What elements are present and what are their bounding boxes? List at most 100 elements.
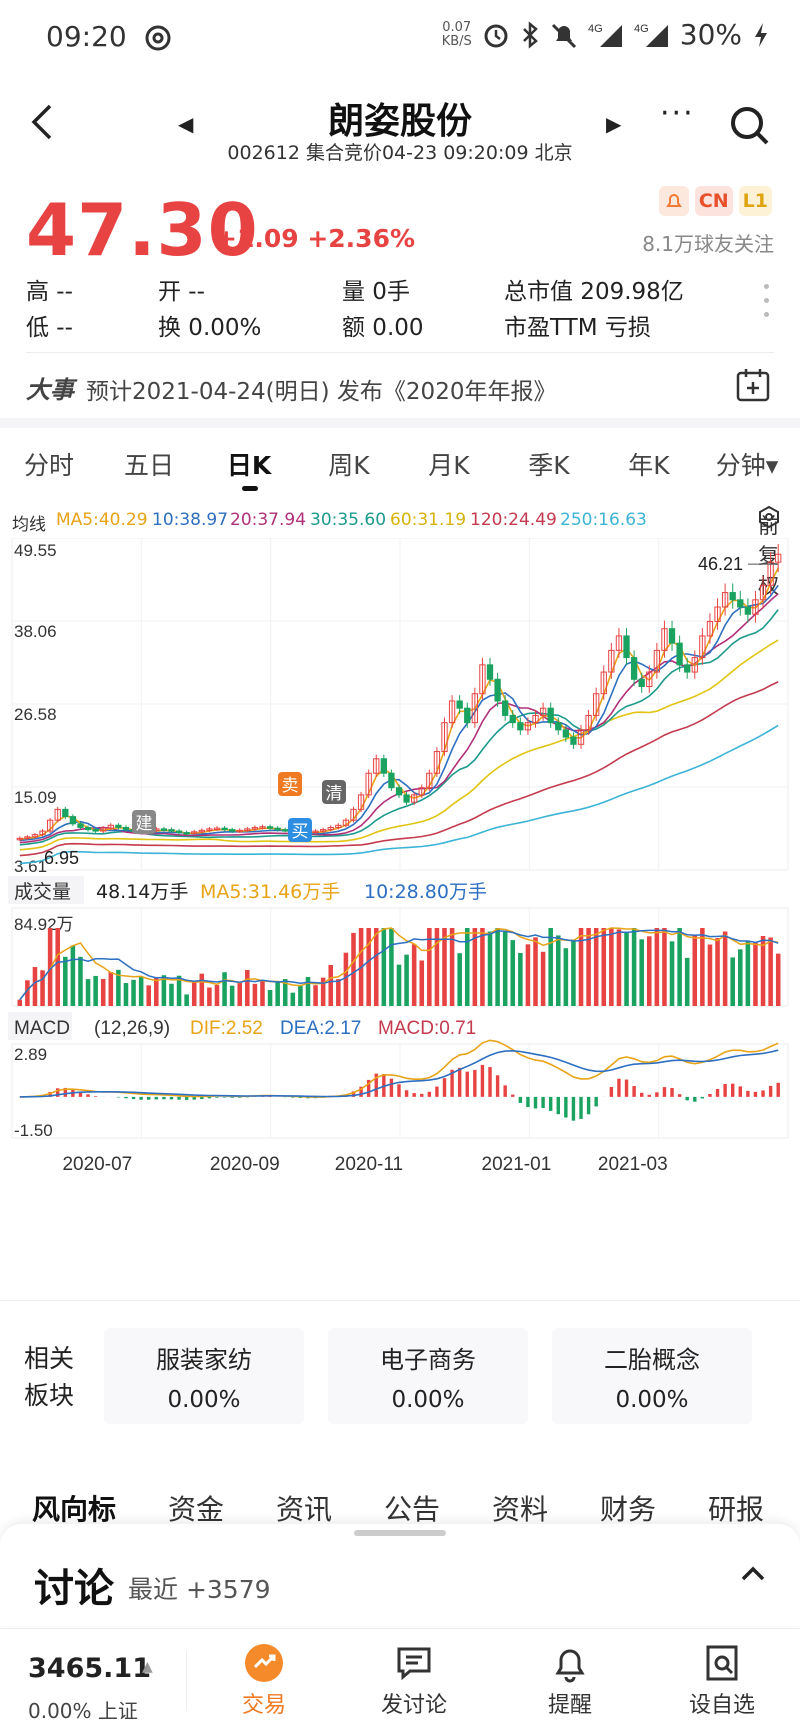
stats-grid: 高 -- 开 -- 量 0手 总市值 209.98亿 低 -- 换 0.00% … xyxy=(0,272,800,342)
volume-bar xyxy=(40,970,45,1006)
sector-card[interactable]: 电子商务 0.00% xyxy=(328,1328,528,1424)
stat-market-cap: 总市值 209.98亿 xyxy=(504,279,684,305)
volume-bar xyxy=(775,953,781,1006)
candle-body xyxy=(486,664,494,680)
candle-body xyxy=(388,772,395,789)
candle-body xyxy=(570,736,577,745)
candle-body xyxy=(623,635,630,659)
candle-body xyxy=(471,693,478,724)
volume-bar xyxy=(161,975,167,1006)
volume-bar xyxy=(199,973,205,1006)
tab-profile[interactable]: 资料 xyxy=(492,1493,549,1526)
candle-body xyxy=(251,826,259,830)
tab-weekly-k[interactable]: 周K xyxy=(328,451,370,480)
event-row[interactable]: 大事 预计2021-04-24(明日) 发布《2020年年报》 xyxy=(0,366,800,416)
search-icon[interactable] xyxy=(728,104,772,148)
sector-card[interactable]: 二胎概念 0.00% xyxy=(552,1328,752,1424)
tab-daily-k[interactable]: 日K xyxy=(204,446,294,491)
tab-news[interactable]: 资讯 xyxy=(276,1493,333,1526)
x-axis-label: 2020-11 xyxy=(335,1154,403,1175)
tab-trend[interactable]: 风向标 xyxy=(32,1493,117,1526)
add-watchlist-button[interactable]: 设自选 xyxy=(672,1643,772,1719)
alert-button[interactable]: 提醒 xyxy=(520,1643,620,1719)
tab-five-day[interactable]: 五日 xyxy=(123,451,174,480)
volume-bar xyxy=(760,935,766,1006)
candle-body xyxy=(191,831,198,834)
tab-funds[interactable]: 资金 xyxy=(168,1493,225,1526)
prev-stock-button[interactable]: ◀ xyxy=(178,112,194,136)
volume-bar xyxy=(540,951,546,1006)
stat-pe: 市盈TTM 亏损 xyxy=(504,315,651,341)
tab-minute[interactable]: 分钟▾ xyxy=(715,451,779,480)
tab-yearly-k[interactable]: 年K xyxy=(628,451,670,480)
volume-bar xyxy=(381,928,387,1006)
next-stock-button[interactable]: ▶ xyxy=(606,112,622,136)
back-icon[interactable] xyxy=(24,102,64,142)
index-value[interactable]: 3465.11 xyxy=(28,1653,151,1684)
volume-bar xyxy=(328,964,334,1006)
candle-body xyxy=(198,829,205,833)
post-button[interactable]: 发讨论 xyxy=(364,1643,464,1719)
candle-body xyxy=(509,714,516,724)
price-area: 47.30 +1.09 +2.36% CN L1 8.1万球友关注 xyxy=(0,180,800,272)
candle-body xyxy=(69,816,77,825)
candle-body xyxy=(539,707,547,716)
candle-body xyxy=(577,729,585,745)
price-alert-bell-icon[interactable] xyxy=(658,186,689,216)
stats-expand-icon[interactable] xyxy=(764,284,770,326)
sector-card[interactable]: 服装家纺 0.00% xyxy=(104,1328,304,1424)
post-label: 发讨论 xyxy=(380,1693,447,1718)
trade-marker xyxy=(322,780,346,804)
volume-bar xyxy=(487,931,493,1006)
volume-bar xyxy=(191,981,197,1006)
trade-button[interactable]: 交易 xyxy=(214,1643,314,1719)
volume-bar xyxy=(768,937,773,1006)
trade-marker-label: 卖 xyxy=(282,776,299,796)
l1-badge[interactable]: L1 xyxy=(738,186,772,216)
discussion-sheet[interactable]: 讨论 最近 +3579 xyxy=(0,1524,800,1626)
candle-body xyxy=(213,827,221,831)
macd-dea: DEA:2.17 xyxy=(280,1018,361,1039)
app-notification-icon xyxy=(145,25,171,51)
candle-body xyxy=(236,829,243,833)
tab-quarterly-k[interactable]: 季K xyxy=(528,451,570,480)
volume-bar xyxy=(449,928,455,1006)
volume-legend-bg xyxy=(8,876,84,904)
tab-intraday[interactable]: 分时 xyxy=(23,451,74,480)
tab-announcements[interactable]: 公告 xyxy=(384,1493,441,1526)
volume-ma5: MA5:31.46万手 xyxy=(200,881,340,903)
info-tabs: 风向标 资金 资讯 公告 资料 财务 研报 xyxy=(0,1484,800,1540)
candle-body xyxy=(380,758,387,774)
sheet-drag-handle[interactable] xyxy=(354,1530,446,1536)
x-axis-label: 2020-09 xyxy=(210,1154,280,1175)
tab-monthly-k[interactable]: 月K xyxy=(428,451,470,480)
volume-bar xyxy=(222,972,227,1006)
candle-body xyxy=(62,808,69,818)
candle-body xyxy=(464,707,471,724)
volume-bar xyxy=(586,928,591,1006)
tab-research[interactable]: 研报 xyxy=(708,1493,765,1526)
add-calendar-icon[interactable] xyxy=(734,366,772,404)
stat-volume: 量 0手 xyxy=(342,279,410,305)
candle-body xyxy=(183,831,190,835)
chevron-up-icon[interactable] xyxy=(740,1564,766,1582)
volume-bar xyxy=(722,931,728,1006)
more-options-icon[interactable]: ··· xyxy=(660,96,695,131)
adjust-toggle[interactable]: 前复权 xyxy=(758,506,780,598)
stat-open: 开 -- xyxy=(158,279,205,305)
net-speed: 0.07 KB/S xyxy=(441,19,472,49)
discussion-title: 讨论 xyxy=(34,1566,114,1612)
tab-financials[interactable]: 财务 xyxy=(600,1493,657,1526)
volume-bar xyxy=(631,928,637,1006)
cn-badge[interactable]: CN xyxy=(694,186,733,216)
volume-bar xyxy=(17,999,23,1006)
price-change: +1.09 +2.36% xyxy=(216,224,416,253)
candle-body xyxy=(365,772,372,796)
ma120-value: 120:24.49 xyxy=(470,510,557,530)
trade-icon xyxy=(245,1644,283,1682)
volume-bar xyxy=(472,928,478,1006)
volume-bar xyxy=(434,928,440,1006)
candle-body xyxy=(615,635,623,651)
period-tabs: 分时 五日 日K 周K 月K 季K 年K 分钟▾ xyxy=(0,436,800,492)
